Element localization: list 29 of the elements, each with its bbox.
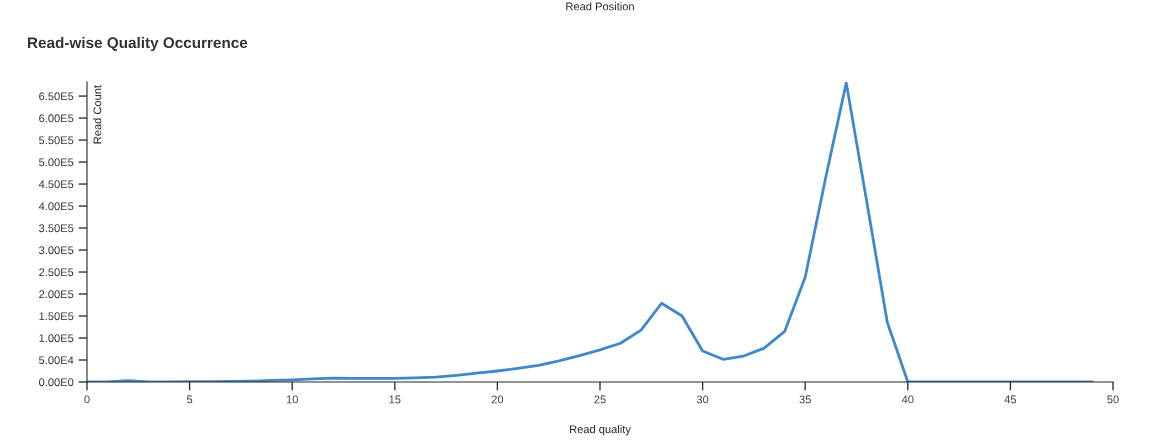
x-tick-label: 45 [1004, 395, 1017, 404]
x-tick-label: 5 [186, 395, 193, 404]
y-tick-label: 1.00E5 [39, 334, 74, 343]
y-tick-label: 4.50E5 [38, 180, 74, 189]
x-tick-label: 20 [491, 395, 504, 404]
y-tick-label: 5.00E5 [39, 158, 74, 167]
text: Read Position [566, 2, 634, 11]
x-axis-title: Read quality [570, 425, 631, 436]
y-tick-label: 1.50E5 [39, 312, 74, 321]
x-tick-label: 25 [594, 395, 606, 404]
x-tick-label: 40 [901, 395, 914, 404]
x-tick-label: 10 [286, 395, 298, 404]
x-tick-label: 50 [1107, 395, 1119, 404]
y-tick-label: 0.00E0 [39, 378, 74, 387]
y-tick-label: 2.50E5 [39, 268, 74, 277]
y-tick-label: 5.00E4 [39, 356, 74, 365]
x-tick-label: 0 [84, 395, 90, 404]
y-tick-label: 6.00E5 [39, 114, 74, 123]
y-axis-title: Read Count [93, 85, 102, 144]
chart-title: Read-wise Quality Occurrence [28, 36, 248, 52]
x-tick-label: 30 [696, 395, 709, 404]
y-tick-label: 4.00E5 [38, 202, 74, 211]
y-tick-label: 3.50E5 [39, 224, 74, 233]
y-tick-label: 5.50E5 [39, 136, 74, 145]
y-tick-label: 3.00E5 [39, 246, 74, 255]
x-tick-label: 15 [389, 395, 401, 404]
x-tick-label: 35 [799, 395, 811, 404]
y-tick-label: 2.00E5 [39, 290, 74, 299]
y-tick-label: 6.50E5 [39, 92, 74, 101]
